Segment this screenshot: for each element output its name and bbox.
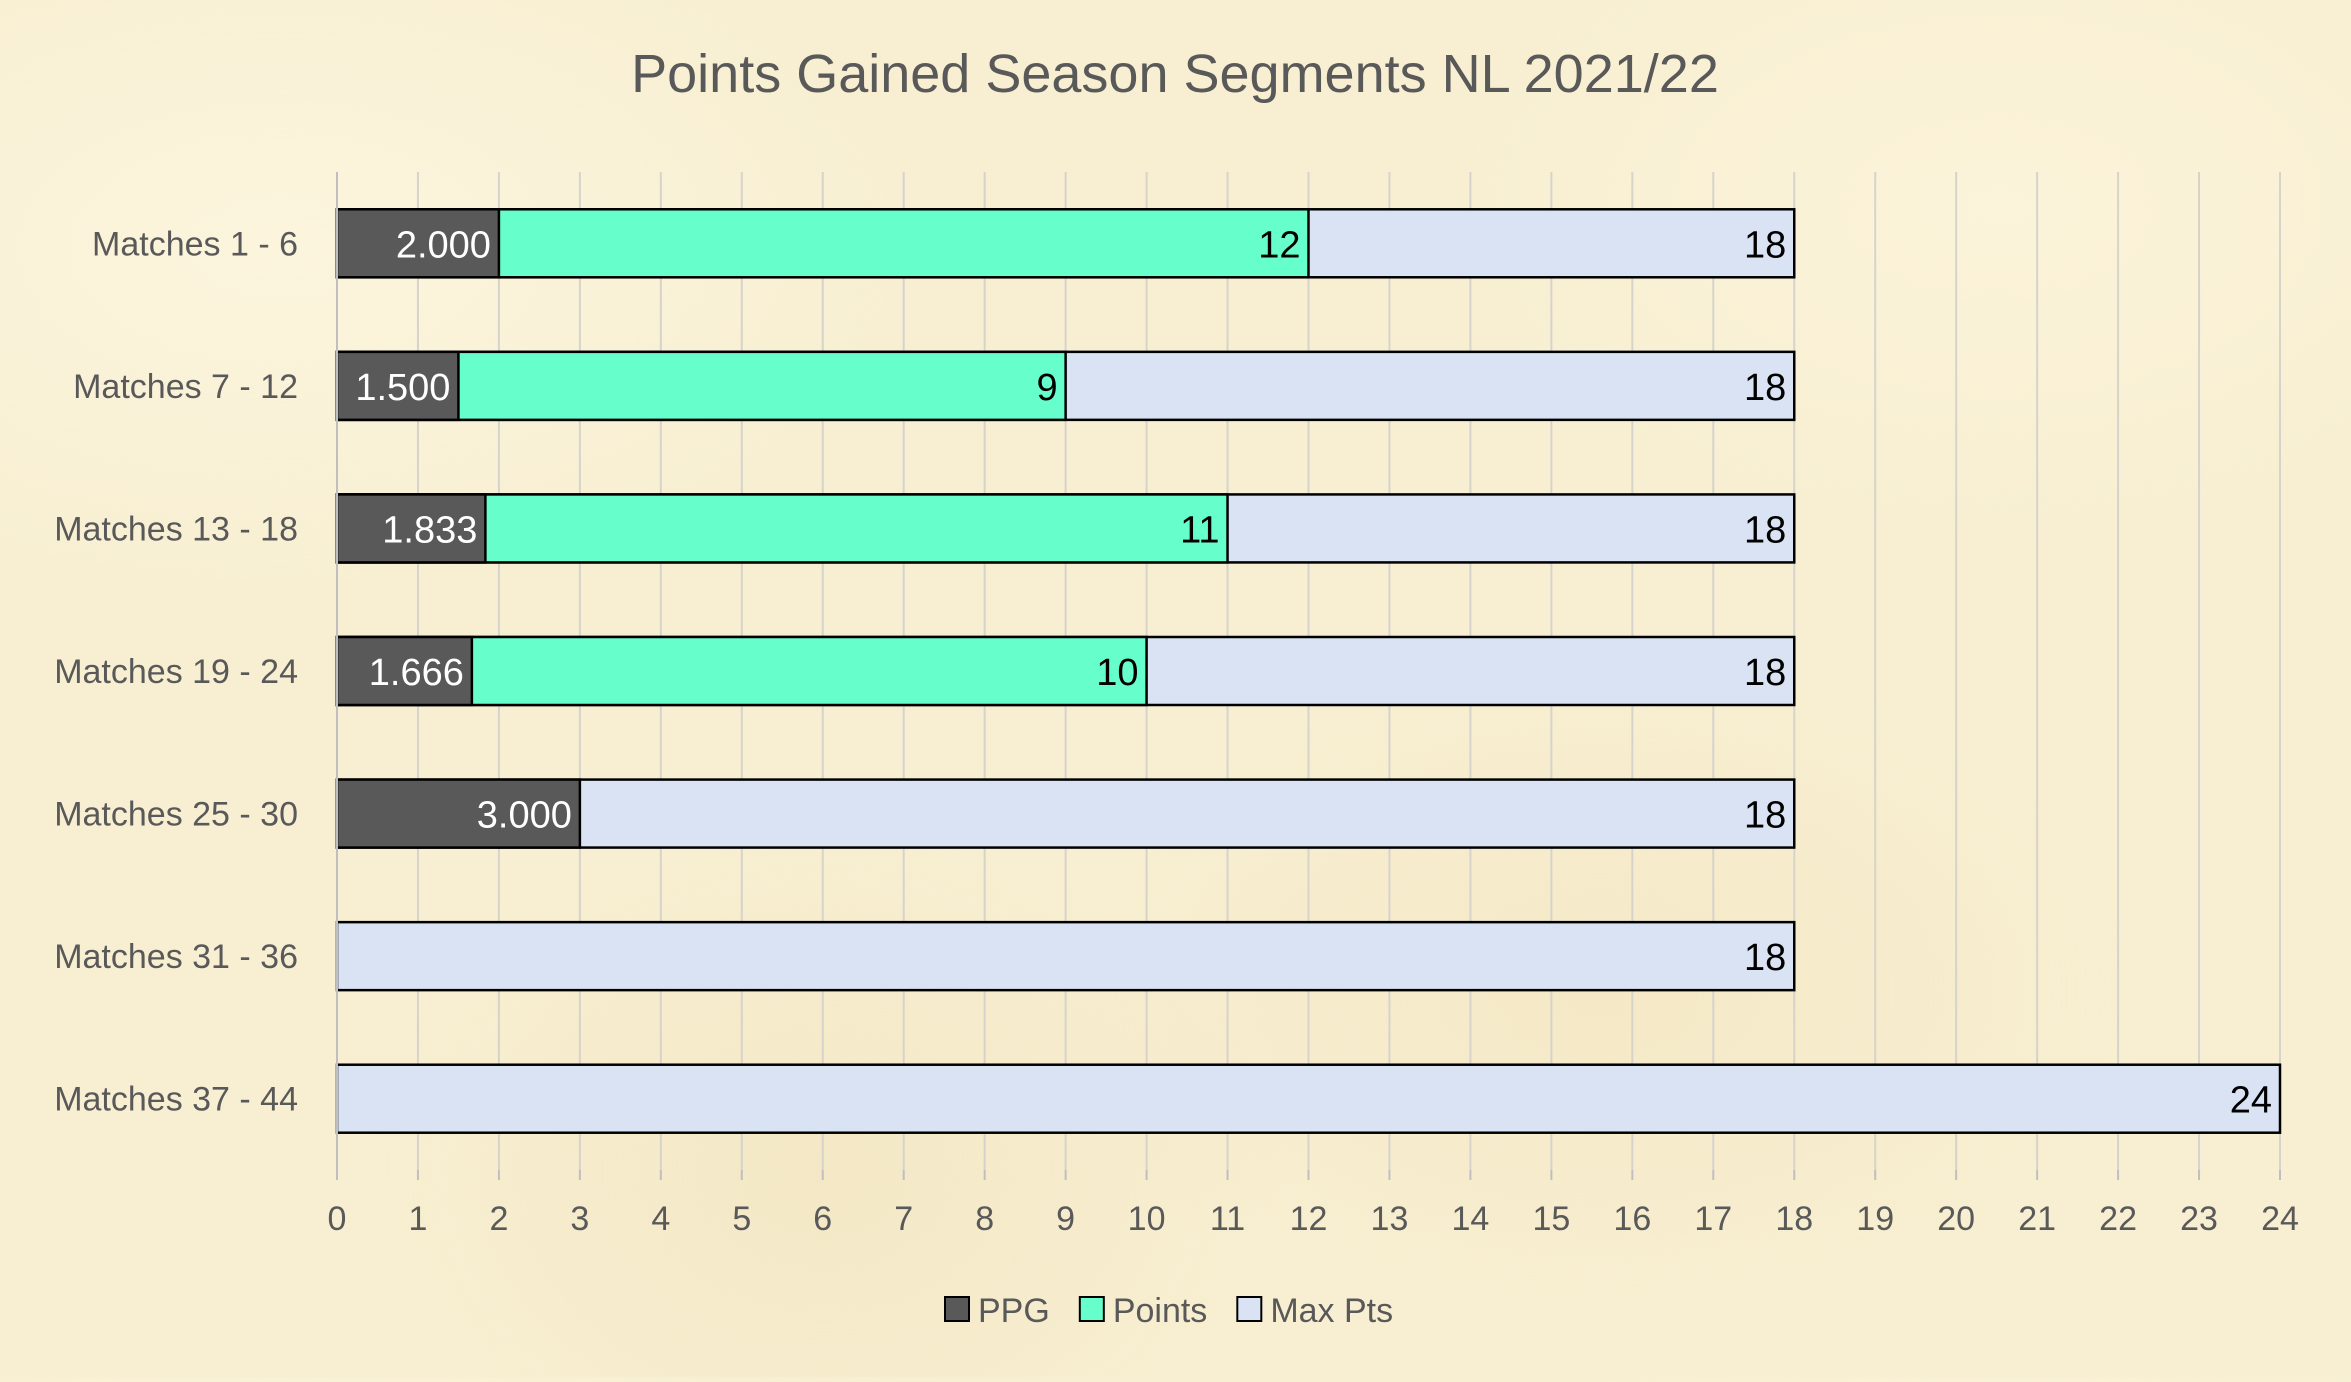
legend-swatch xyxy=(944,1296,970,1322)
x-tick-label: 8 xyxy=(975,1200,994,1238)
x-tick-label: 17 xyxy=(1694,1200,1732,1238)
data-label-points: 11 xyxy=(1180,509,1219,551)
data-label-ppg: 1.833 xyxy=(382,509,477,551)
legend-swatch xyxy=(1236,1296,1263,1322)
data-label-max-pts: 18 xyxy=(1744,224,1786,266)
data-label-ppg: 1.666 xyxy=(369,652,464,694)
data-label-points: 12 xyxy=(1258,224,1300,266)
x-tick-label: 13 xyxy=(1371,1200,1409,1238)
legend-label: Points xyxy=(1113,1292,1208,1330)
data-label-ppg: 1.500 xyxy=(355,367,450,409)
category-label: Matches 13 - 18 xyxy=(54,510,298,548)
category-axis: Matches 1 - 6 Matches 7 - 12 Matches 13 - … xyxy=(54,172,338,1170)
legend: PPG Points Max Pts xyxy=(944,1292,1393,1330)
data-label-max-pts: 18 xyxy=(1744,509,1786,551)
bar-max-pts xyxy=(335,1063,2282,1134)
data-label-max-pts: 18 xyxy=(1744,652,1786,694)
bar-ppg xyxy=(335,635,474,707)
data-label-points: 9 xyxy=(1036,367,1057,409)
bar-ppg xyxy=(335,493,487,564)
category-label: Matches 37 - 44 xyxy=(54,1081,298,1119)
x-tick-label: 21 xyxy=(2018,1200,2056,1238)
x-tick-label: 2 xyxy=(489,1200,508,1238)
x-tick-label: 6 xyxy=(813,1200,832,1238)
chart-title: Points Gained Season Segments NL 2021/22 xyxy=(631,44,1719,104)
data-label-max-pts: 18 xyxy=(1744,367,1786,409)
legend-label: PPG xyxy=(978,1292,1050,1330)
data-label-ppg: 3.000 xyxy=(477,795,572,837)
x-tick-label: 7 xyxy=(894,1200,913,1238)
legend-swatch xyxy=(1078,1296,1105,1322)
x-tick-label: 14 xyxy=(1452,1200,1490,1238)
x-tick-label: 11 xyxy=(1210,1200,1245,1238)
x-tick-label: 4 xyxy=(651,1200,670,1238)
category-label: Matches 7 - 12 xyxy=(73,368,298,406)
x-tick-label: 9 xyxy=(1056,1200,1075,1238)
bar-max-pts xyxy=(335,920,1796,992)
data-label-points: 10 xyxy=(1096,652,1138,694)
x-tick-label: 1 xyxy=(408,1200,427,1238)
x-tick-label: 19 xyxy=(1856,1200,1894,1238)
bar-ppg xyxy=(335,778,582,849)
category-label: Matches 1 - 6 xyxy=(92,225,298,263)
category-label: Matches 19 - 24 xyxy=(54,653,298,691)
x-tick-label: 0 xyxy=(328,1200,347,1238)
data-label-ppg: 2.000 xyxy=(396,224,491,266)
x-tick-label: 20 xyxy=(1937,1200,1975,1238)
x-tick-label: 24 xyxy=(2261,1200,2299,1238)
bar-ppg xyxy=(335,208,501,279)
value-axis: 0 1 2 3 4 5 6 7 8 9 10 11 12 13 14 15 16 17 18 19 20 21 22 23 24 xyxy=(328,1170,2299,1238)
category-label: Matches 31 - 36 xyxy=(54,938,298,976)
bar-ppg xyxy=(335,350,460,422)
x-tick-label: 5 xyxy=(732,1200,751,1238)
x-tick-label: 12 xyxy=(1290,1200,1328,1238)
bars xyxy=(335,208,2282,1134)
x-tick-label: 16 xyxy=(1613,1200,1651,1238)
x-tick-label: 15 xyxy=(1532,1200,1570,1238)
x-tick-label: 22 xyxy=(2099,1200,2137,1238)
x-tick-label: 10 xyxy=(1128,1200,1166,1238)
data-label-max-pts: 18 xyxy=(1744,937,1786,979)
x-tick-label: 3 xyxy=(570,1200,589,1238)
x-tick-label: 23 xyxy=(2180,1200,2218,1238)
legend-label: Max Pts xyxy=(1270,1292,1393,1330)
data-label-max-pts: 24 xyxy=(2230,1080,2272,1122)
x-tick-label: 18 xyxy=(1775,1200,1813,1238)
category-label: Matches 25 - 30 xyxy=(54,796,298,834)
data-labels: 2.000 12 18 1.500 9 18 1.833 11 18 1.666 10 18 3.000… xyxy=(355,224,2272,1121)
data-label-max-pts: 18 xyxy=(1744,795,1786,837)
